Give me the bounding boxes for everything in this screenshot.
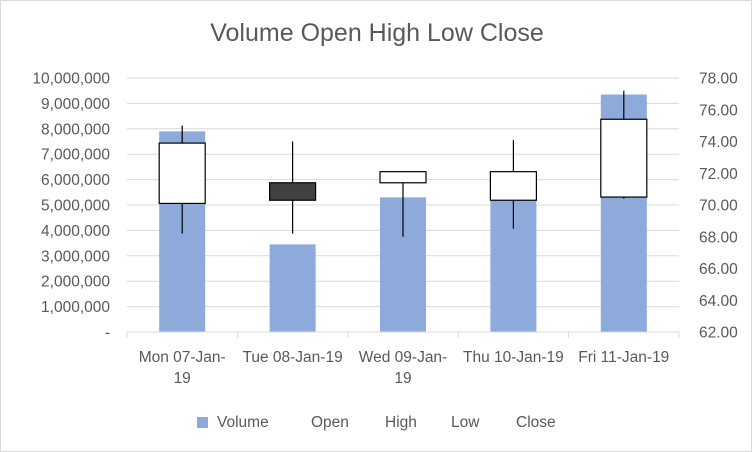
volume-bar — [269, 244, 316, 332]
y-left-tick-label: 2,000,000 — [41, 274, 110, 291]
y-right-tick-label: 62.00 — [699, 325, 738, 342]
x-category-label: Tue 08-Jan-19 — [242, 349, 342, 366]
y-left-tick-label: 8,000,000 — [41, 121, 110, 138]
x-category-label: Fri 11-Jan-19 — [578, 349, 669, 366]
legend-entry: Open — [311, 414, 349, 431]
chart-title: Volume Open High Low Close — [210, 19, 544, 47]
y-right-tick-label: 66.00 — [699, 261, 738, 278]
y-right-tick-label: 68.00 — [699, 229, 738, 246]
x-category-label: 19 — [394, 370, 411, 387]
y-right-tick-label: 76.00 — [699, 102, 738, 119]
legend-swatch-volume — [197, 417, 208, 428]
y-right-tick-label: 74.00 — [699, 134, 738, 151]
y-right-tick-label: 72.00 — [699, 166, 738, 183]
legend-entry: Close — [516, 414, 556, 431]
down-candle-box — [269, 182, 317, 201]
y-left-tick-label: 6,000,000 — [41, 172, 110, 189]
y-left-tick-label: 4,000,000 — [41, 223, 110, 240]
up-candle-box — [158, 142, 206, 205]
y-left-tick-label: 3,000,000 — [41, 248, 110, 265]
y-right-tick-label: 64.00 — [699, 293, 738, 310]
y-right-tick-label: 70.00 — [699, 198, 738, 215]
x-category-label: Wed 09-Jan- — [359, 349, 447, 366]
y-right-tick-label: 78.00 — [699, 71, 738, 88]
y-left-tick-label: 7,000,000 — [41, 147, 110, 164]
up-candle-box — [600, 118, 648, 198]
legend-entry: Volume — [217, 414, 269, 431]
y-left-tick-label: 1,000,000 — [41, 299, 110, 316]
legend-entry: Low — [451, 414, 480, 431]
x-category-label: Thu 10-Jan-19 — [463, 349, 564, 366]
x-category-label: 19 — [174, 370, 191, 387]
y-left-tick-label: - — [105, 325, 110, 342]
x-category-label: Mon 07-Jan- — [139, 349, 226, 366]
up-candle-box — [379, 171, 427, 184]
y-left-tick-label: 9,000,000 — [41, 96, 110, 113]
legend-entry: High — [385, 414, 417, 431]
y-left-tick-label: 5,000,000 — [41, 198, 110, 215]
y-left-tick-label: 10,000,000 — [32, 71, 110, 88]
up-candle-box — [489, 171, 537, 201]
